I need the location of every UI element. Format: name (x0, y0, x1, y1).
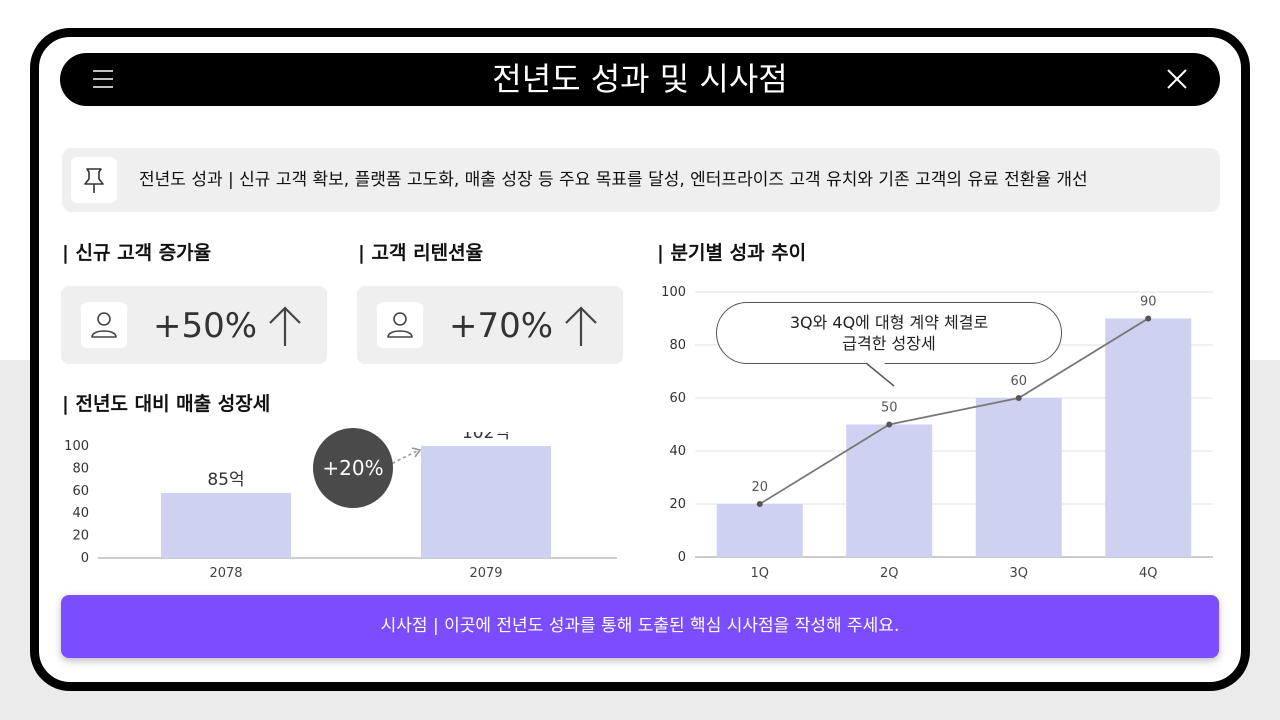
hamburger-menu-icon[interactable] (92, 68, 114, 90)
trend-point (886, 421, 893, 428)
trend-line (759, 317, 1149, 505)
close-icon[interactable] (1166, 68, 1188, 90)
user-icon (387, 312, 413, 338)
revenue-bar (161, 493, 291, 558)
y-tick-label: 20 (669, 497, 686, 512)
x-tick-label: 3Q (1009, 566, 1028, 581)
callout-line-1: 3Q와 4Q에 대형 계약 체결로 (789, 313, 989, 332)
y-tick-label: 0 (81, 551, 89, 566)
revenue-bar (421, 446, 551, 558)
insight-bar[interactable] (61, 595, 1219, 658)
quarter-bar (716, 504, 803, 557)
y-tick-label: 80 (72, 461, 89, 476)
callout-bubble (716, 302, 1062, 364)
section-title-retention: | 고객 리텐션율 (358, 242, 484, 264)
x-tick-label: 4Q (1139, 566, 1158, 581)
stat-value: +70% (449, 306, 554, 346)
callout-line-2: 급격한 성장세 (842, 334, 936, 353)
x-tick-label: 2079 (469, 566, 502, 581)
avatar-box (377, 302, 423, 348)
pin-icon-box (71, 157, 117, 203)
callout-tail (864, 362, 895, 387)
summary-banner (62, 148, 1220, 212)
y-tick-label: 100 (64, 439, 89, 454)
quarter-bar (975, 398, 1062, 557)
trend-point (756, 501, 763, 507)
revenue-bar-chart: 0 20 40 60 80 100 85억 2078 102억 2079 (64, 432, 617, 581)
section-title-new-customers: | 신규 고객 증가율 (62, 242, 212, 264)
y-tick-label: 60 (669, 391, 686, 406)
revenue-data-label: 85억 (207, 470, 244, 490)
arrow-up-icon (269, 306, 301, 346)
y-tick-label: 80 (669, 338, 686, 353)
stat-card-new-customers: +50% (61, 286, 327, 364)
trend-data-label: 60 (1010, 374, 1027, 389)
growth-badge: +20% (313, 428, 393, 508)
trend-point (1145, 315, 1152, 322)
insight-text: 시사점 | 이곳에 전년도 성과를 통해 도출된 핵심 시사점을 작성해 주세요… (380, 616, 900, 636)
trend-data-label: 90 (1140, 295, 1157, 310)
section-title-revenue: | 전년도 대비 매출 성장세 (62, 393, 271, 415)
quarter-bar (846, 424, 933, 557)
arrow-up-icon (565, 306, 597, 346)
y-tick-label: 40 (669, 444, 686, 459)
user-icon (91, 312, 117, 338)
trend-data-label: 50 (881, 401, 898, 416)
trend-data-label: 20 (751, 480, 768, 495)
pin-icon (84, 168, 104, 193)
y-tick-label: 40 (72, 506, 89, 521)
quarter-bar (1105, 318, 1192, 557)
title-bar (60, 53, 1220, 106)
x-tick-label: 2078 (209, 566, 242, 581)
y-tick-label: 20 (72, 529, 89, 544)
page-title: 전년도 성과 및 시사점 (492, 60, 788, 98)
x-tick-label: 1Q (750, 566, 769, 581)
section-title-quarterly: | 분기별 성과 추이 (657, 242, 807, 264)
quarterly-combo-chart: 0 20 40 60 80 100 1Q 2Q 3Q 4Q 20 50 60 90 (661, 285, 1213, 581)
callout-text: 3Q와 4Q에 대형 계약 체결로 급격한 성장세 (716, 312, 1062, 354)
y-tick-label: 60 (72, 484, 89, 499)
stat-value: +50% (153, 306, 258, 346)
trend-point (1015, 395, 1022, 401)
y-tick-label: 100 (661, 285, 686, 300)
y-tick-label: 0 (678, 550, 686, 565)
stat-card-retention: +70% (357, 286, 623, 364)
summary-text: 전년도 성과 | 신규 고객 확보, 플랫폼 고도화, 매출 성장 등 주요 목… (139, 170, 1088, 190)
x-tick-label: 2Q (880, 566, 899, 581)
avatar-box (81, 302, 127, 348)
revenue-data-label: 102억 (462, 432, 510, 443)
